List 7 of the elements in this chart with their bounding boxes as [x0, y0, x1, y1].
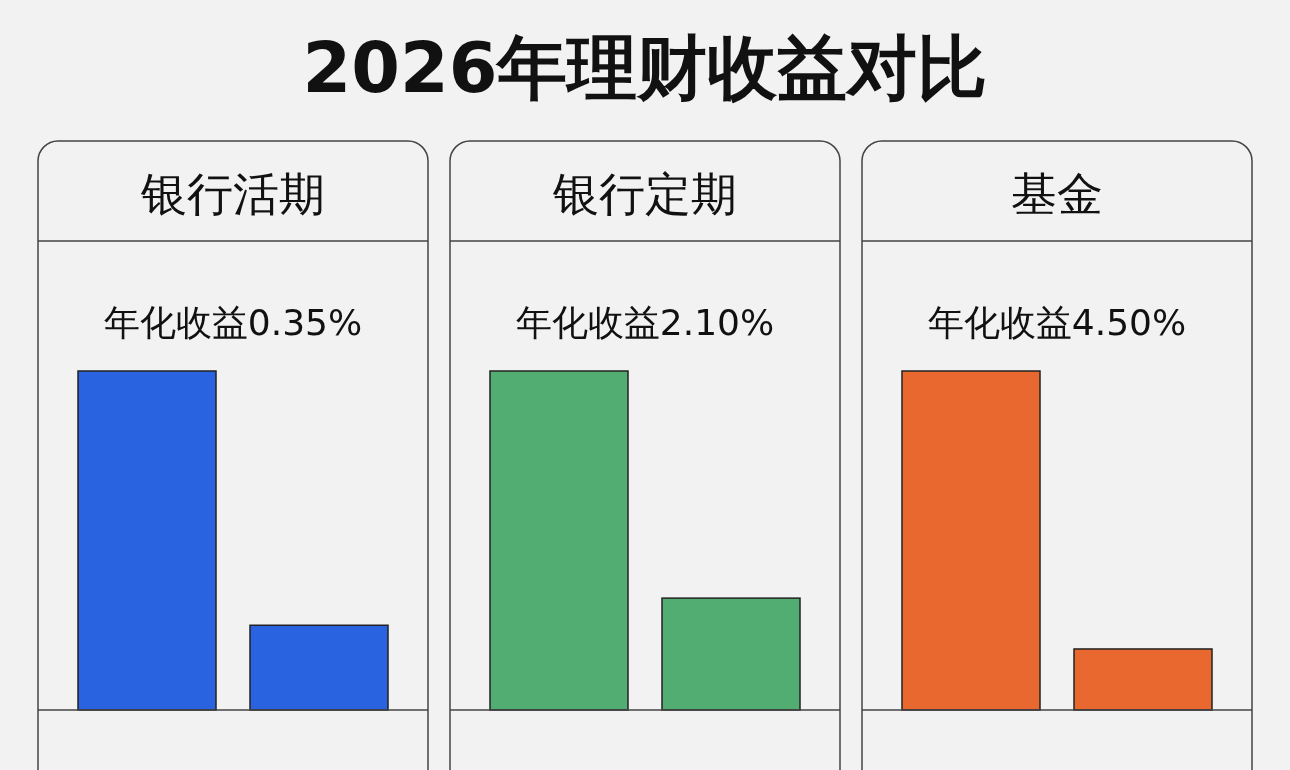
text: 2026年理财收益对比	[302, 27, 988, 109]
chart-subtitle: 年化收益2.10%	[515, 302, 775, 343]
chart-title: 银行定期	[552, 167, 737, 221]
chart-title: 基金	[1011, 167, 1103, 221]
chart-subtitle: 年化收益0.35%	[103, 302, 363, 343]
chart-subtitle: 年化收益4.50%	[927, 302, 1187, 343]
chart-title: 银行活期	[140, 167, 325, 221]
